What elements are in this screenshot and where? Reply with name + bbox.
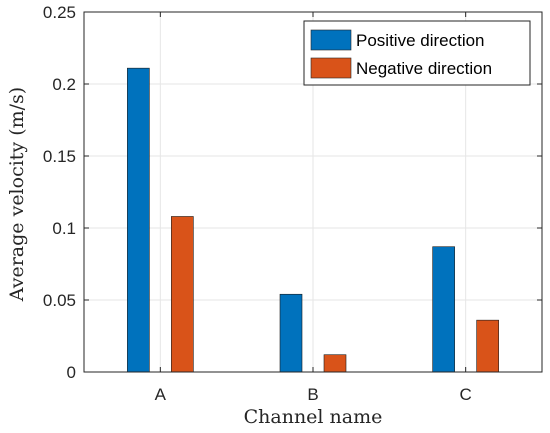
legend: Positive direction Negative direction (303, 20, 531, 86)
y-tick-labels: 0 0.05 0.1 0.15 0.2 0.25 (43, 3, 76, 382)
y-tick-label: 0.1 (52, 219, 76, 238)
legend-label-negative: Negative direction (356, 59, 492, 78)
axis-ticks (84, 11, 542, 373)
x-tick-labels: A B C (155, 385, 472, 404)
y-axis-title: Average velocity (m/s) (6, 87, 28, 302)
legend-swatch-negative (310, 57, 352, 79)
bar-positive (432, 246, 455, 373)
y-tick-label: 0.2 (52, 75, 76, 94)
bar-positive (279, 293, 303, 373)
x-tick-label: C (460, 385, 472, 404)
y-tick-label: 0.25 (43, 3, 76, 22)
y-tick-label: 0 (67, 363, 76, 382)
legend-label-positive: Positive direction (356, 31, 485, 50)
legend-swatch-positive (310, 29, 352, 51)
y-tick-label: 0.15 (43, 147, 76, 166)
bar-negative (323, 354, 347, 373)
bars (127, 67, 499, 373)
bar-negative (171, 216, 194, 373)
y-tick-label: 0.05 (43, 291, 76, 310)
x-tick-label: A (155, 385, 167, 404)
x-tick-label: B (307, 385, 318, 404)
bar-negative (476, 319, 499, 373)
bar-positive (127, 67, 150, 373)
x-axis-title: Channel name (244, 406, 383, 428)
y-axis-title-text: Average velocity (m/s) (6, 87, 28, 302)
